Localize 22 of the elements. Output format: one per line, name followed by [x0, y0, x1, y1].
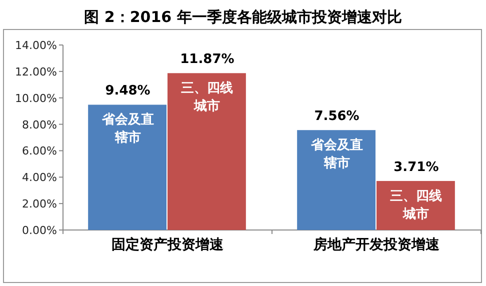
x-tick-label: 固定资产投资增速 [112, 236, 224, 253]
bar [297, 130, 376, 230]
bar [88, 104, 166, 230]
x-tick-label: 房地产开发投资增速 [312, 236, 440, 253]
chart-title: 图 2：2016 年一季度各能级城市投资增速对比 [84, 8, 402, 26]
data-label: 11.87% [180, 52, 234, 68]
series-label: 省会及直辖市 [100, 112, 154, 146]
y-tick-label: 4.00% [22, 171, 57, 184]
y-tick-label: 6.00% [22, 144, 57, 158]
y-tick-label: 10.00% [15, 92, 57, 105]
series-label: 三、四线城市 [181, 81, 234, 114]
y-tick-label: 2.00% [22, 198, 57, 211]
y-tick-label: 0.00% [22, 224, 57, 237]
y-tick-label: 14.00% [15, 39, 57, 52]
bar [168, 73, 246, 230]
data-label: 9.48% [105, 84, 150, 99]
data-label: 7.56% [314, 109, 360, 124]
y-tick-label: 8.00% [22, 118, 57, 132]
text: 省会及直辖市 [310, 138, 363, 172]
data-label: 3.71% [394, 160, 439, 175]
y-tick-label: 12.00% [15, 65, 57, 78]
text: 三、四线城市 [390, 188, 442, 222]
